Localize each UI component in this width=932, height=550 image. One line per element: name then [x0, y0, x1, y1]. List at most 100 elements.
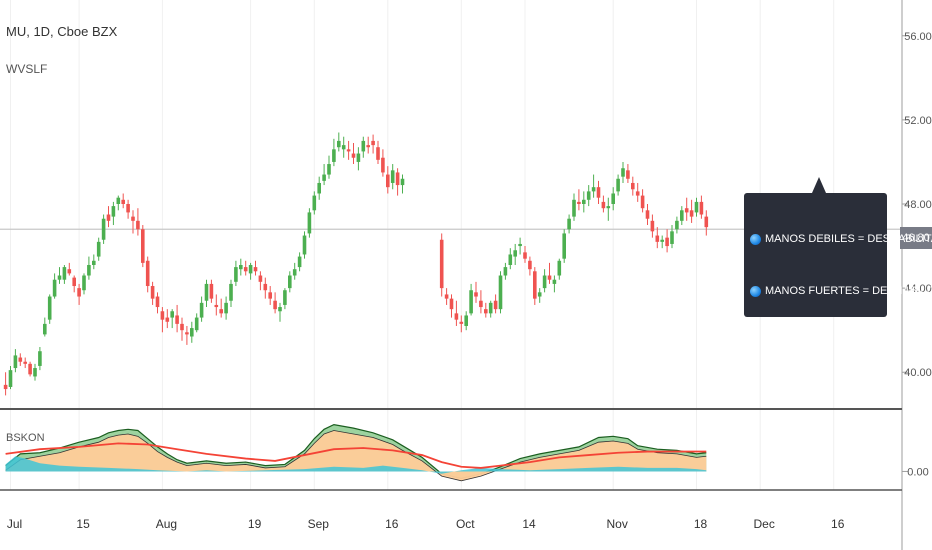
candle-body	[518, 243, 522, 247]
candle-body	[493, 300, 498, 310]
candle	[366, 136, 370, 154]
candle-body	[145, 260, 150, 287]
price-axis[interactable]: 40.00 44.00 48.00 52.00 56.00	[902, 31, 932, 379]
candle	[567, 214, 571, 234]
candle	[160, 307, 165, 333]
candle-body	[591, 187, 596, 192]
candle	[459, 315, 464, 333]
candle-body	[111, 206, 116, 217]
candle-body	[243, 267, 248, 272]
candle	[337, 132, 341, 152]
candle-body	[322, 174, 326, 181]
candle-body	[650, 220, 655, 232]
candle	[577, 189, 581, 211]
oscillator-pane	[5, 424, 707, 482]
candle	[317, 176, 321, 200]
symbol-title[interactable]: MU, 1D, Cboe BZX	[6, 24, 118, 39]
cyan-area	[5, 456, 707, 474]
candle	[356, 147, 361, 171]
candle	[82, 273, 86, 295]
candle	[493, 294, 498, 314]
candle-body	[640, 195, 645, 209]
sub-y-tick-label: 0.00	[907, 466, 928, 478]
candle-body	[317, 182, 321, 194]
x-tick-label: Aug	[156, 517, 177, 531]
candle-body	[351, 153, 356, 158]
candle	[351, 143, 356, 165]
candle	[508, 248, 513, 270]
y-tick-label: 40.00	[904, 367, 932, 379]
candle	[224, 296, 228, 320]
candle-body	[33, 368, 37, 377]
candle	[503, 262, 508, 280]
red-line	[5, 442, 707, 469]
candle	[185, 325, 189, 345]
candle-body	[155, 296, 160, 308]
candle	[312, 191, 317, 215]
candle	[562, 229, 566, 263]
candle-body	[258, 275, 263, 282]
candle	[253, 260, 258, 276]
candle-body	[96, 241, 101, 257]
candle-body	[28, 363, 32, 375]
candle-body	[263, 283, 268, 291]
candle-body	[469, 290, 473, 314]
tooltip-row2-text: MANOS FUERTES = DESHABILITADO	[765, 285, 932, 297]
candle-body	[572, 199, 576, 217]
candle-body	[13, 355, 18, 369]
candle-body	[479, 300, 483, 308]
candle	[111, 201, 116, 226]
candle-body	[121, 199, 125, 204]
candle	[650, 214, 655, 238]
candle	[689, 199, 694, 223]
candle-body	[390, 170, 395, 183]
candle-body	[106, 214, 111, 221]
indicator-label[interactable]: WVSLF	[6, 62, 48, 76]
y-tick-label: 52.00	[904, 115, 932, 127]
candle-body	[43, 323, 47, 335]
candle-body	[459, 321, 464, 324]
candle	[346, 140, 351, 160]
candle-body	[567, 218, 571, 230]
candle	[145, 256, 150, 293]
candle-body	[219, 309, 223, 314]
candle-body	[557, 260, 562, 276]
candle-body	[268, 292, 272, 299]
candle	[498, 271, 503, 314]
candle-body	[214, 304, 219, 308]
tooltip-row-weak-hands: MANOS DEBILES = DESHABILITADC	[750, 233, 932, 245]
tooltip-row-strong-hands: MANOS FUERTES = DESHABILITADO	[750, 285, 932, 297]
candle	[464, 311, 468, 331]
candle-body	[586, 191, 591, 200]
candle-body	[67, 269, 72, 274]
candle	[209, 279, 214, 303]
candle	[18, 353, 23, 366]
x-tick-label: 14	[522, 517, 536, 531]
candle-body	[454, 313, 459, 320]
y-tick-label: 44.00	[904, 283, 932, 295]
candle-body	[626, 170, 630, 179]
candle	[199, 296, 204, 322]
candle-body	[337, 140, 341, 148]
candle-body	[562, 233, 566, 259]
candle-body	[675, 220, 679, 230]
x-tick-label: 15	[76, 517, 90, 531]
candle-body	[82, 275, 86, 291]
candle	[327, 155, 331, 179]
sub-indicator-label[interactable]: BSKON	[6, 432, 45, 444]
candle-body	[234, 267, 238, 282]
candle	[258, 271, 263, 291]
candle-body	[57, 275, 62, 280]
time-axis[interactable]: Jul 15 Aug 19 Sep 16 Oct 14 Nov 18 Dec 16	[7, 517, 845, 531]
candle	[626, 164, 630, 183]
oscillator-axis[interactable]: 0.00	[902, 466, 929, 478]
candle	[400, 174, 405, 194]
candle-body	[386, 174, 390, 188]
candle-body	[680, 210, 684, 221]
candle-body	[635, 191, 640, 196]
candle-body	[141, 229, 145, 263]
candle-body	[297, 256, 302, 268]
candle-body	[160, 311, 165, 320]
candle	[194, 313, 199, 333]
